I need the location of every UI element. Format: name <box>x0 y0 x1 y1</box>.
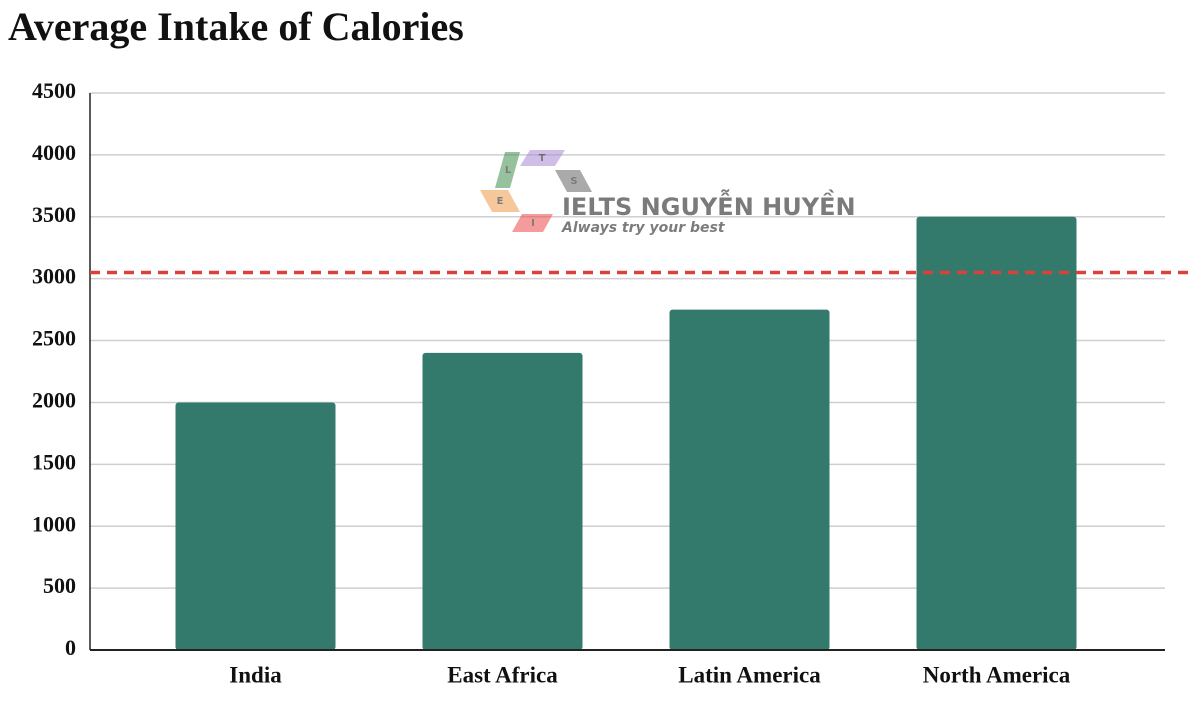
logo-shape <box>555 170 592 192</box>
logo-letter: L <box>505 165 512 176</box>
y-tick-label: 3500 <box>32 202 76 227</box>
y-tick-label: 1500 <box>32 449 76 474</box>
x-tick-label: India <box>229 662 282 687</box>
bar <box>422 352 583 650</box>
y-tick-label: 4000 <box>32 140 76 165</box>
bar <box>669 309 830 650</box>
logo-shape <box>512 214 553 232</box>
chart-title: Average Intake of Calories <box>8 4 464 49</box>
logo-shape <box>495 152 520 188</box>
y-tick-label: 3000 <box>32 264 76 289</box>
x-tick-label: Latin America <box>678 662 821 687</box>
y-tick-label: 0 <box>65 635 76 660</box>
bar <box>916 216 1077 650</box>
x-tick-label: East Africa <box>447 662 558 687</box>
x-tick-label: North America <box>923 662 1071 687</box>
y-tick-label: 500 <box>43 573 76 598</box>
logo-letter: E <box>497 196 504 207</box>
logo-letter: S <box>570 176 577 187</box>
watermark-tagline: Always try your best <box>561 220 726 236</box>
y-tick-label: 1000 <box>32 511 76 536</box>
watermark-name: IELTS NGUYỄN HUYỀN <box>562 188 856 221</box>
bar <box>175 402 336 650</box>
logo-letter: I <box>531 218 535 229</box>
y-tick-label: 2500 <box>32 326 76 351</box>
y-tick-label: 4500 <box>32 78 76 103</box>
logo-letter: T <box>539 153 546 164</box>
logo-shape <box>520 150 565 166</box>
y-tick-label: 2000 <box>32 387 76 412</box>
logo-shape <box>480 190 520 212</box>
watermark: L T S E I IELTS NGUYỄN HUYỀN Always try … <box>480 150 856 236</box>
